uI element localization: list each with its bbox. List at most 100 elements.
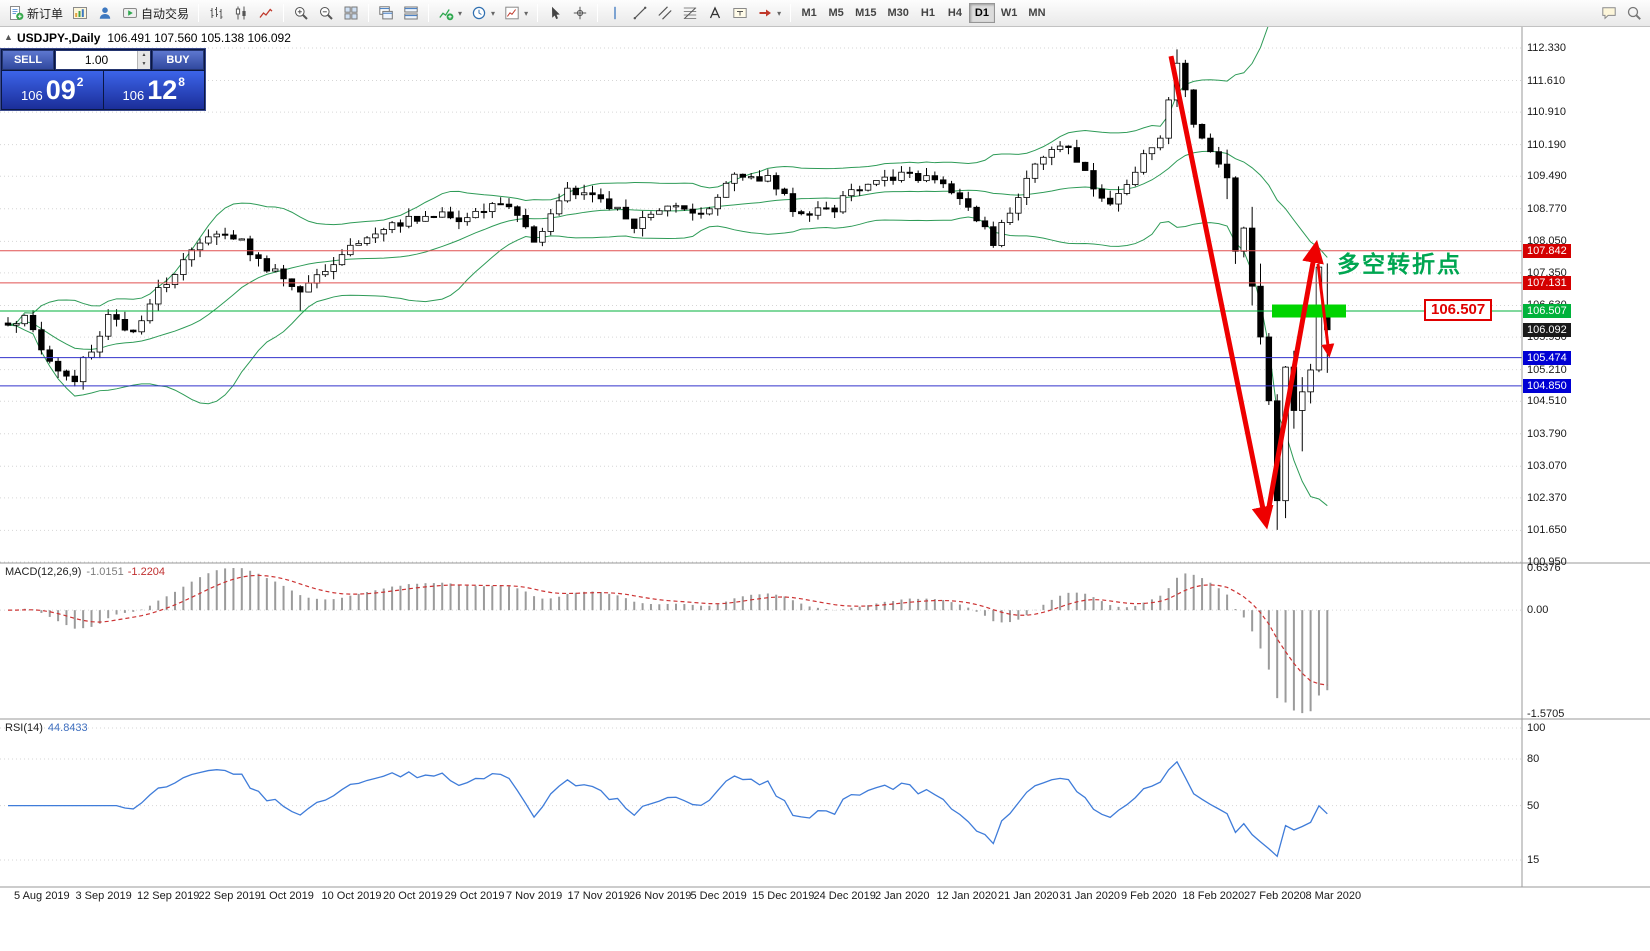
macd-name: MACD(12,26,9) — [5, 566, 82, 578]
line-chart-button[interactable] — [254, 2, 278, 24]
tile-windows-button[interactable] — [339, 2, 363, 24]
macd-layer — [0, 568, 1522, 714]
vertical-line-button[interactable] — [603, 2, 627, 24]
bubble-icon — [1602, 7, 1616, 20]
toolbar-separator — [283, 4, 285, 22]
autotrade-icon — [123, 8, 138, 18]
chat-button[interactable] — [1597, 2, 1621, 24]
cursor-button[interactable] — [543, 2, 567, 24]
timeframe-m5[interactable]: M5 — [828, 7, 844, 19]
spin-down-icon[interactable]: ▼ — [137, 60, 150, 69]
timeframe-mn[interactable]: MN — [1028, 7, 1046, 19]
arrow-icon — [759, 9, 772, 17]
trade-buttons-row: SELL ▲ ▼ BUY — [2, 50, 204, 70]
timeframe-w1[interactable]: W1 — [1000, 7, 1018, 19]
buy-button[interactable]: BUY — [152, 50, 204, 70]
trend-arrow — [1168, 55, 1274, 530]
highlight-box — [1272, 304, 1346, 318]
rsi-label: RSI(14) 44.8433 — [5, 722, 88, 734]
sell-price-int: 106 — [21, 88, 43, 103]
volume-input[interactable] — [56, 51, 137, 69]
chart-symbol: USDJPY-,Daily — [17, 31, 101, 45]
autotrading-button[interactable]: 自动交易 — [118, 2, 193, 24]
toolbar-separator — [428, 4, 430, 22]
crosshair-icon — [573, 6, 587, 20]
indicators-icon — [439, 9, 454, 21]
trend-arrow — [1263, 239, 1324, 525]
zoom-out-icon — [320, 7, 333, 20]
templates-button[interactable]: ▾ — [500, 2, 532, 24]
rsi-layer — [0, 727, 1522, 861]
toolbar-separator — [198, 4, 200, 22]
buy-price-int: 106 — [122, 88, 145, 103]
timeframe-m1[interactable]: M1 — [801, 7, 817, 19]
periods-button[interactable]: ▾ — [467, 2, 499, 24]
volume-field: ▲ ▼ — [55, 50, 151, 70]
trend-arrow — [1316, 263, 1335, 358]
cascade-icon — [379, 6, 393, 20]
crosshair-button[interactable] — [568, 2, 592, 24]
search-button[interactable] — [1622, 2, 1646, 24]
timeframe-m15[interactable]: M15 — [855, 7, 877, 19]
macd-main-value: -1.0151 — [86, 566, 124, 578]
chevron-down-icon: ▾ — [524, 8, 529, 18]
buy-price-pips: 12 — [147, 74, 178, 105]
fibonacci-button[interactable] — [678, 2, 702, 24]
tile-horizontal-button[interactable] — [399, 2, 423, 24]
cursor-icon — [552, 6, 560, 20]
zoom-out-button[interactable] — [314, 2, 338, 24]
arrows-button[interactable]: ▾ — [753, 2, 785, 24]
line-chart-icon — [259, 8, 273, 18]
toolbar: 新订单 自动交易 ▾ ▾ ▾ ▾ M1 M5 M15 M30 H1 H4 D1 W1 MN — [0, 0, 1650, 27]
profiles-icon — [99, 7, 111, 19]
toolbar-separator — [368, 4, 370, 22]
new-order-button-label: 新订单 — [27, 6, 64, 21]
tile-h-icon — [404, 6, 418, 20]
autotrading-button-label: 自动交易 — [141, 6, 190, 21]
candle-chart-button[interactable] — [229, 2, 253, 24]
rsi-name: RSI(14) — [5, 722, 43, 734]
timeframe-d1[interactable]: D1 — [968, 3, 995, 23]
new-order-icon — [10, 6, 24, 20]
timeframe-h1[interactable]: H1 — [920, 7, 935, 19]
rsi-value: 44.8433 — [47, 722, 88, 734]
toolbar-separator — [790, 4, 792, 22]
bar-chart-icon — [210, 7, 223, 19]
label-icon — [733, 8, 747, 18]
template-icon — [505, 6, 519, 20]
channel-icon — [658, 6, 672, 20]
sell-price[interactable]: 106 09 2 — [2, 71, 103, 109]
candle-chart-icon — [235, 6, 246, 20]
one-click-toggle-icon[interactable]: ▲ — [4, 32, 13, 42]
text-a-icon — [709, 6, 721, 19]
sell-button[interactable]: SELL — [2, 50, 54, 70]
new-order-button[interactable]: 新订单 — [4, 2, 67, 24]
price-callout: 106.507 — [1424, 299, 1493, 321]
equidistant-channel-button[interactable] — [653, 2, 677, 24]
chart-windows-button[interactable] — [68, 2, 92, 24]
candles-layer — [4, 49, 1331, 530]
volume-spinner[interactable]: ▲ ▼ — [137, 51, 150, 69]
trendline-button[interactable] — [628, 2, 652, 24]
timeframe-m30[interactable]: M30 — [887, 7, 909, 19]
sell-price-pips: 09 — [45, 74, 76, 105]
toolbar-separator — [537, 4, 539, 22]
timeframe-h4[interactable]: H4 — [947, 7, 962, 19]
cascade-windows-button[interactable] — [374, 2, 398, 24]
separators-layer — [0, 27, 1650, 888]
buy-price[interactable]: 106 12 8 — [102, 71, 204, 109]
chart-objects-layer — [0, 55, 1522, 530]
bar-chart-button[interactable] — [204, 2, 228, 24]
chart-canvas[interactable] — [0, 27, 1650, 951]
chevron-down-icon: ▾ — [491, 8, 496, 18]
chevron-down-icon: ▾ — [458, 8, 463, 18]
vline-icon — [614, 6, 616, 20]
text-label-button[interactable] — [728, 2, 752, 24]
spin-up-icon[interactable]: ▲ — [137, 51, 150, 60]
text-button[interactable] — [703, 2, 727, 24]
profiles-button[interactable] — [93, 2, 117, 24]
zoom-in-icon — [295, 7, 308, 20]
zoom-in-button[interactable] — [289, 2, 313, 24]
indicators-button[interactable]: ▾ — [434, 2, 466, 24]
chart-area: 112.330 111.610 110.910 110.190 109.490 108.7… — [0, 27, 1650, 951]
